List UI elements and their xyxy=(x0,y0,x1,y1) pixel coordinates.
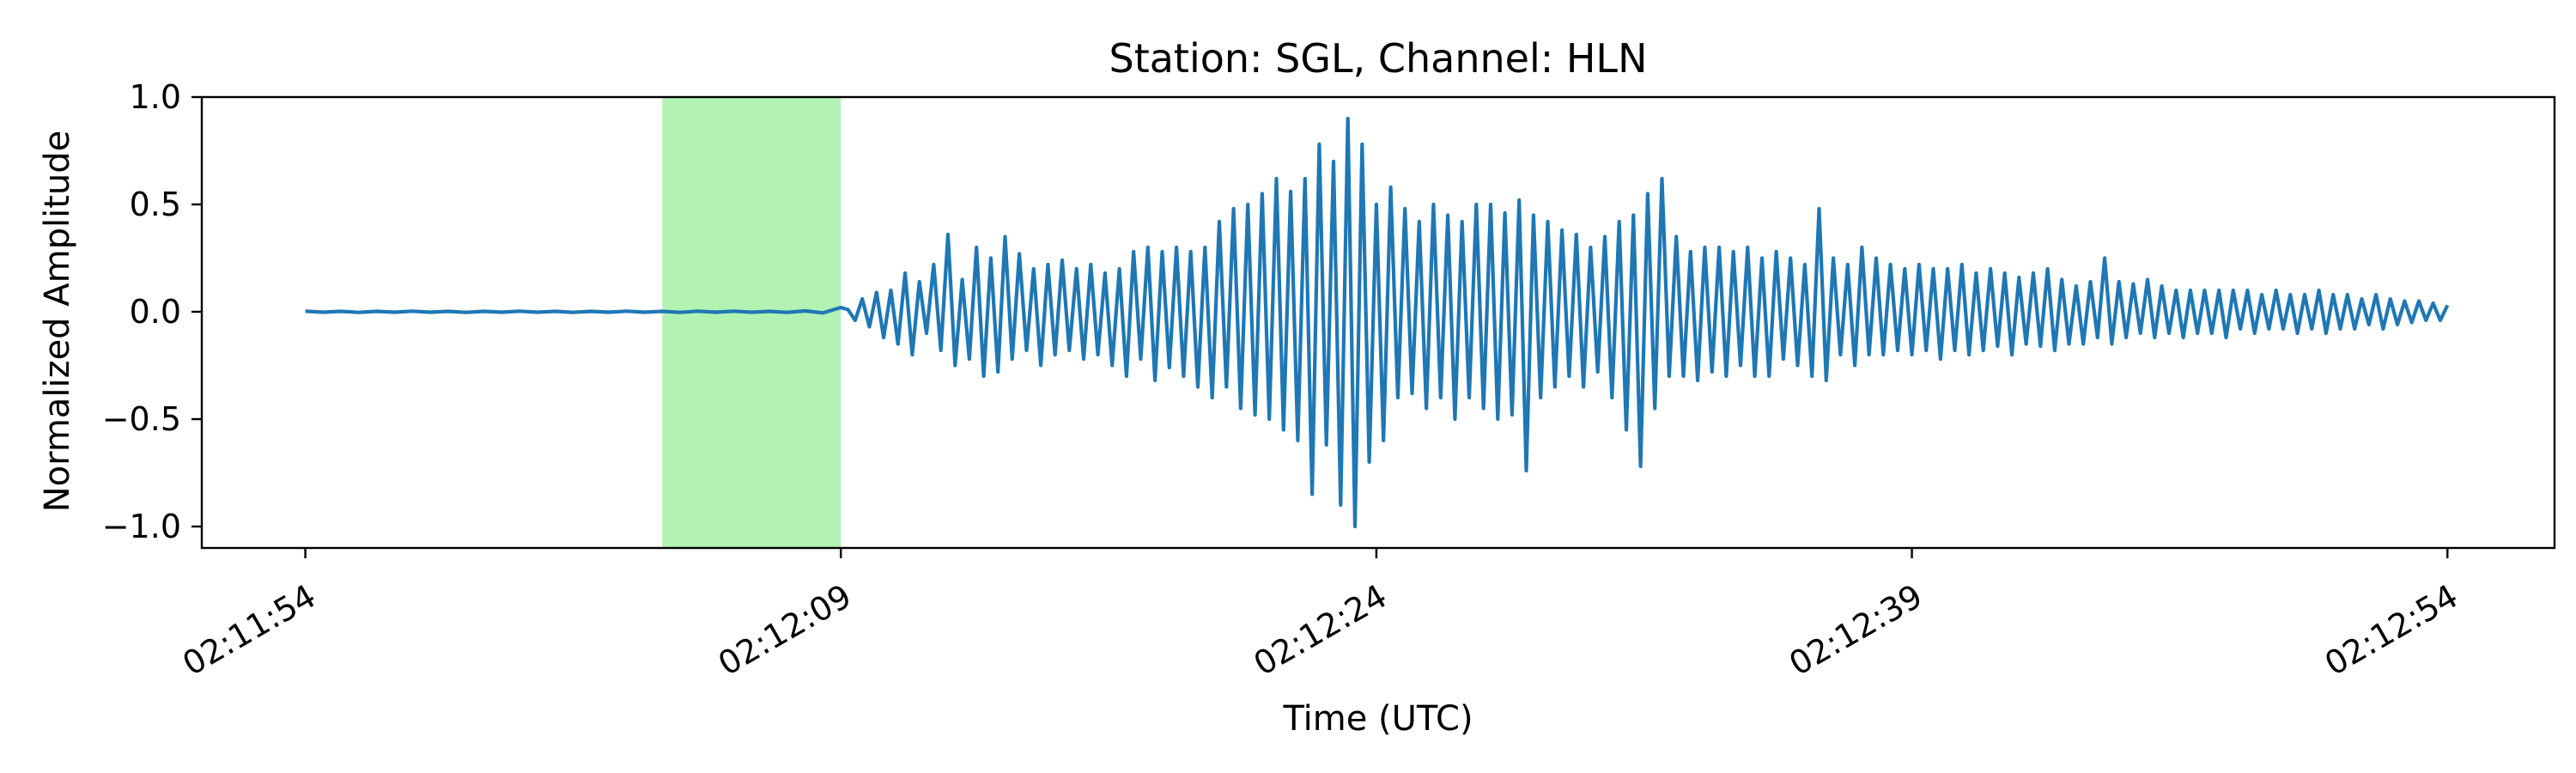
highlight-window xyxy=(662,97,841,548)
y-tick-label-4: −1.0 xyxy=(102,508,181,545)
y-tick-label-2: 0.0 xyxy=(130,293,181,331)
y-tick-label-0: 1.0 xyxy=(130,78,181,116)
y-axis-label: Normalized Amplitude xyxy=(38,131,77,513)
y-tick-label-3: −0.5 xyxy=(102,400,181,438)
series-line-0 xyxy=(305,116,2450,529)
chart-title: Station: SGL, Channel: HLN xyxy=(1109,35,1648,82)
y-tick-label-1: 0.5 xyxy=(130,186,181,223)
axes-frame xyxy=(200,95,2556,550)
x-axis-label: Time (UTC) xyxy=(1282,699,1473,739)
